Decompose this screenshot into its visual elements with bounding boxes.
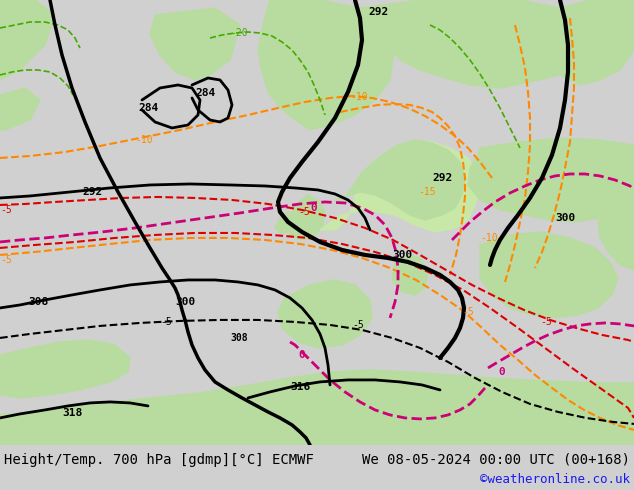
Text: 300: 300 (392, 250, 412, 260)
Text: We 08-05-2024 00:00 UTC (00+168): We 08-05-2024 00:00 UTC (00+168) (362, 453, 630, 467)
Polygon shape (288, 195, 325, 240)
Polygon shape (0, 88, 40, 130)
Text: -5: -5 (0, 205, 12, 215)
Text: -5: -5 (160, 317, 172, 327)
Polygon shape (0, 0, 55, 80)
Text: 318: 318 (62, 408, 82, 418)
Text: -5: -5 (462, 307, 474, 317)
Text: 300: 300 (175, 297, 195, 307)
Text: -5: -5 (540, 317, 552, 327)
Polygon shape (320, 142, 480, 232)
Text: 292: 292 (432, 173, 452, 183)
Text: -15: -15 (418, 187, 436, 197)
Text: Height/Temp. 700 hPa [gdmp][°C] ECMWF: Height/Temp. 700 hPa [gdmp][°C] ECMWF (4, 453, 314, 467)
Text: 300: 300 (555, 213, 575, 223)
Text: -20: -20 (230, 28, 248, 38)
Text: ©weatheronline.co.uk: ©weatheronline.co.uk (480, 473, 630, 487)
Polygon shape (278, 280, 372, 348)
Text: 284: 284 (195, 88, 216, 98)
Polygon shape (258, 0, 395, 130)
Text: -10: -10 (480, 233, 498, 243)
Polygon shape (150, 8, 240, 80)
Text: 292: 292 (82, 187, 102, 197)
Text: 308: 308 (28, 297, 48, 307)
Text: -5: -5 (352, 320, 364, 330)
Text: 292: 292 (368, 7, 388, 17)
Polygon shape (275, 212, 295, 234)
Polygon shape (360, 0, 600, 88)
Text: 308: 308 (230, 333, 248, 343)
Polygon shape (335, 140, 465, 220)
Text: 0: 0 (498, 367, 505, 377)
Text: -10: -10 (135, 135, 153, 145)
Text: 0: 0 (310, 203, 317, 213)
Polygon shape (0, 370, 634, 445)
Text: -5: -5 (298, 207, 310, 217)
Text: 316: 316 (290, 382, 310, 392)
Text: 284: 284 (138, 103, 158, 113)
Text: 0: 0 (298, 350, 305, 360)
Polygon shape (0, 340, 130, 398)
Polygon shape (392, 255, 428, 295)
Polygon shape (560, 0, 634, 85)
Text: -10: -10 (350, 92, 368, 102)
Polygon shape (598, 145, 634, 270)
Text: -5: -5 (0, 255, 12, 265)
Polygon shape (480, 232, 618, 318)
Polygon shape (468, 138, 634, 222)
